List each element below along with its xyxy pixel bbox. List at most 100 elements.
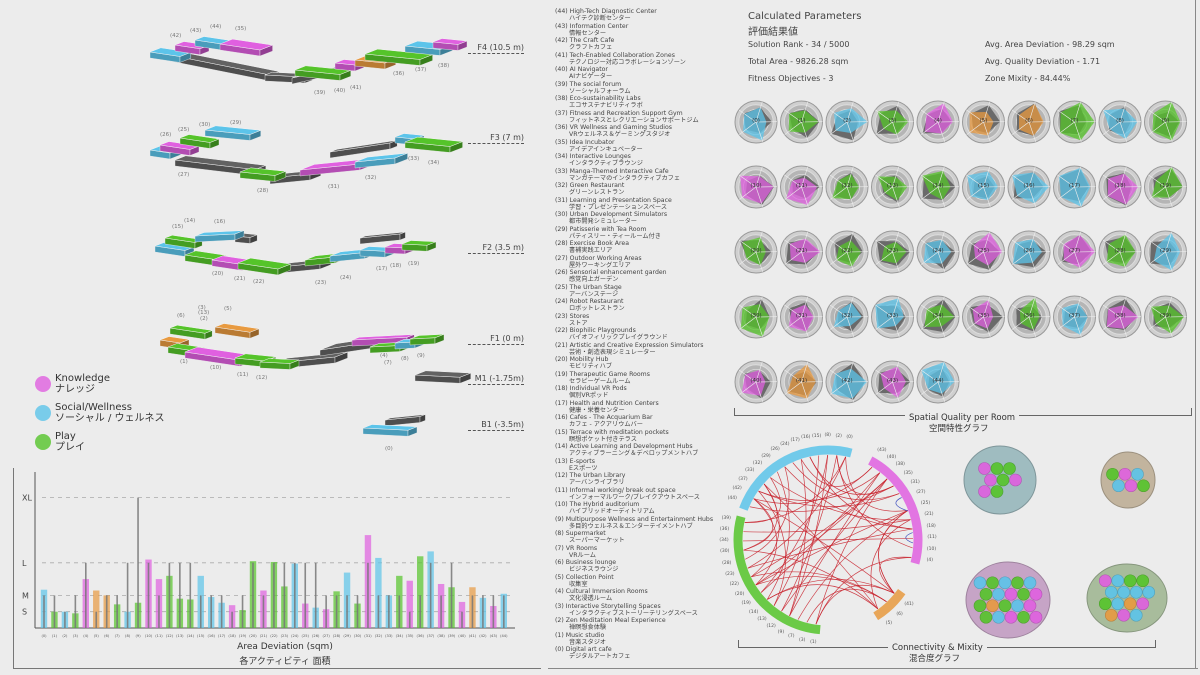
avg-area-deviation: Avg. Area Deviation - 98.29 sqm (985, 40, 1115, 49)
connection-line (760, 454, 829, 593)
chord-group-arc-other (873, 588, 906, 621)
room-block-grey (359, 231, 406, 245)
cluster-member-knowledge (1023, 599, 1037, 613)
room-name-en: Individual VR Pods (569, 385, 627, 392)
room-name-en: Eco-sustainability Labs (569, 95, 641, 102)
radar-room-label: (44) (932, 378, 944, 384)
connection-line (767, 584, 878, 610)
cluster-member-knowledge (984, 473, 997, 487)
room-list-item: (43) Information Center 情報センター (555, 23, 730, 38)
room-id: (9) (555, 515, 564, 523)
radar-chart (1007, 230, 1051, 274)
connection-line (743, 538, 913, 542)
room-name-jp: モビリティハブ (569, 363, 612, 371)
x-tick-label: (3) (73, 634, 79, 638)
room-block-social (362, 424, 418, 437)
room-name: (10) The Hybrid auditorium (555, 501, 730, 508)
bar-target (314, 562, 317, 628)
radar-room-label: (16) (1023, 183, 1035, 189)
room-name-en: Interactive Storytelling Spaces (565, 602, 661, 610)
x-tick-label: (37) (427, 634, 435, 638)
room-name-en: Manga-Themed Interactive Cafe (569, 167, 669, 175)
chord-node-label: (34) (719, 538, 729, 544)
room-number-label: (0) (385, 446, 393, 452)
cluster-member-knowledge (1098, 574, 1112, 588)
bar-target (304, 562, 307, 628)
room-id: (6) (555, 559, 564, 566)
chord-node-label: (0) (846, 435, 853, 441)
radar-chart (1144, 165, 1187, 209)
cluster-member-social (1112, 479, 1125, 493)
room-name-jp: AIナビゲーター (569, 73, 613, 81)
cluster-member-social (992, 610, 1005, 624)
social-swatch-icon (35, 405, 51, 421)
right-panel-border (1195, 0, 1196, 669)
floor-plan-isometric (149, 36, 471, 437)
connection-line (743, 498, 773, 551)
room-name-jp: 多目的ウェルネス＆エンターテイメントハブ (569, 522, 693, 530)
room-name-jp: インタラクティブラウンジ (569, 160, 643, 168)
connection-line (878, 510, 908, 594)
x-tick-label: (14) (187, 634, 195, 638)
bar-target (199, 595, 202, 628)
room-name-jp: 学習・プレゼンテーションスペース (569, 203, 668, 211)
room-name-en: Fitness and Recreation Support Gym (569, 109, 683, 117)
room-id: (0) (555, 646, 564, 653)
room-name-en: Artistic and Creative Expression Simulat… (569, 341, 704, 349)
room-name-jp: 書補実践エリア (569, 247, 613, 255)
floor-level-label: F2 (3.5 m) (468, 243, 524, 254)
room-name-jp: パティスリー・ティールーム付き (569, 232, 661, 240)
room-name-en: The Hybrid auditorium (569, 501, 640, 508)
room-name-en: Urban Development Simulators (569, 211, 668, 218)
zone-cluster (1100, 451, 1156, 509)
chord-node-label: (32) (752, 460, 763, 466)
room-name-jp: クラフトカフェ (569, 44, 613, 52)
cluster-member-play (986, 576, 999, 590)
room-number-label: (16) (214, 219, 226, 225)
room-id: (44) (555, 8, 568, 15)
connection-line (751, 478, 888, 578)
solution-rank: Solution Rank - 34 / 5000 (748, 40, 850, 49)
cluster-member-social (998, 576, 1012, 590)
x-tick-label: (31) (364, 634, 372, 638)
cluster-member-play (1003, 462, 1016, 475)
room-name-jp: ビジネスラウンジ (569, 566, 619, 574)
area-chart-title-jp: 各アクティビティ 面積 (239, 657, 331, 667)
chord-node-label: (8) (824, 433, 831, 438)
legend-label: Knowledge (55, 373, 110, 384)
radar-room-label: (22) (841, 248, 853, 254)
room-list-item: (39) The social forum ソーシャルフォーラム (555, 81, 730, 96)
room-name: (31) Learning and Presentation Space (555, 197, 730, 204)
room-name-en: Tech-Enabled Collaboration Zones (569, 51, 675, 59)
connection-line (806, 588, 887, 623)
bar-target (471, 595, 474, 628)
bar-target (241, 595, 244, 628)
radar-chart (825, 100, 869, 144)
room-id: (27) (555, 254, 568, 262)
room-name-jp: カフェ - アクアリウムバー (569, 421, 643, 429)
room-name: (17) Health and Nutrition Centers (555, 400, 730, 407)
room-block-other (159, 336, 190, 350)
room-name: (25) The Urban Stage (555, 284, 730, 291)
zone-cluster (1086, 563, 1168, 633)
x-tick-label: (38) (437, 634, 445, 638)
room-name-jp: VRルーム (569, 551, 596, 559)
room-number-label: (26) (160, 132, 172, 138)
room-name-en: Robot Restaurant (569, 298, 624, 305)
room-number-label: (6) (177, 313, 185, 319)
chord-group-arc-play (733, 515, 821, 635)
bar-target (231, 611, 233, 628)
connection-line (744, 456, 846, 523)
radar-room-label: (8) (1116, 118, 1124, 124)
connection-line (836, 455, 894, 495)
bar-actual (406, 580, 413, 628)
connection-line (836, 455, 913, 549)
room-name-en: Informal working/ break out space (569, 486, 676, 494)
radar-room-label: (37) (1068, 313, 1081, 319)
cluster-member-social (1104, 585, 1118, 599)
room-name-jp: デジタルアートカフェ (569, 653, 631, 661)
radar-chart (871, 165, 914, 209)
x-tick-label: (28) (333, 634, 341, 638)
x-tick-label: (4) (83, 634, 89, 638)
